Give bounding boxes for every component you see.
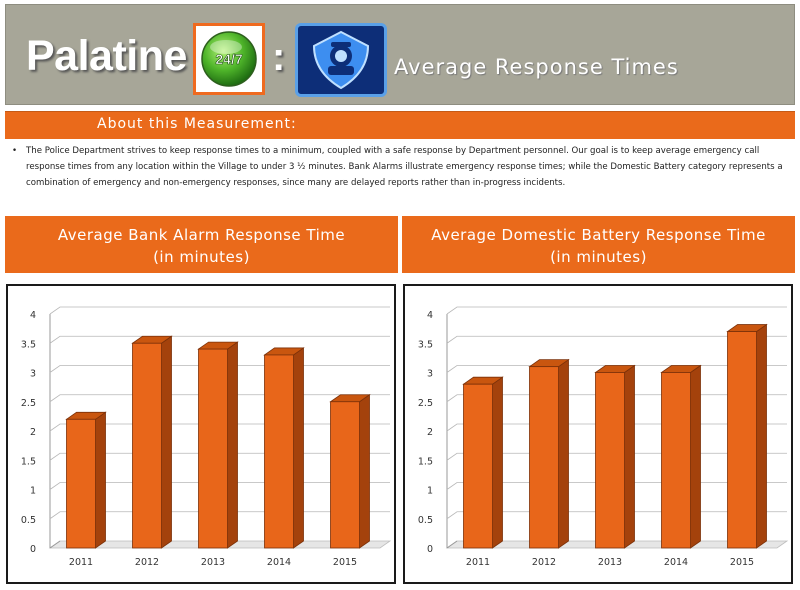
y-tick-label: 1.5 xyxy=(418,456,433,467)
header-banner: Palatine 24/7 : Average Response Times xyxy=(5,4,795,105)
y-tick-label: 4 xyxy=(30,310,36,321)
x-tick-label: 2014 xyxy=(267,557,291,568)
gridline xyxy=(49,306,390,315)
y-tick-label: 1 xyxy=(30,486,36,497)
about-section-bar: About this Measurement: xyxy=(5,111,795,139)
title-separator: : xyxy=(272,35,286,79)
y-tick-label: 0.5 xyxy=(21,515,36,526)
x-tick-label: 2012 xyxy=(135,557,159,568)
x-tick-label: 2015 xyxy=(730,557,754,568)
gridline xyxy=(446,306,787,315)
x-tick-label: 2013 xyxy=(598,557,622,568)
domestic-battery-chart: 0 0.5 1 1.5 2 2.5 3 3.5 4 2011 2012 2013 2014 2015 xyxy=(418,306,789,568)
y-tick-label: 2.5 xyxy=(21,398,36,409)
y-tick-label: 3.5 xyxy=(418,339,433,350)
y-tick-label: 2 xyxy=(427,427,433,438)
bar-side xyxy=(690,364,701,549)
y-tick-label: 1.5 xyxy=(21,456,36,467)
x-tick-label: 2015 xyxy=(333,557,357,568)
y-axis-depth-line xyxy=(446,540,458,549)
bar xyxy=(132,342,162,549)
bar-side xyxy=(756,323,767,549)
bar-side xyxy=(558,358,569,549)
y-tick-label: 4 xyxy=(427,310,433,321)
y-tick-label: 1 xyxy=(427,486,433,497)
bar-side xyxy=(227,341,238,549)
bank-alarm-chart: 0 0.5 1 1.5 2 2.5 3 3.5 4 2011 2012 2013 2014 2015 xyxy=(21,306,392,568)
y-tick-label: 0 xyxy=(427,544,433,555)
bar-side xyxy=(492,376,503,549)
bar-side xyxy=(359,393,370,549)
bar xyxy=(727,331,757,549)
y-tick-label: 3 xyxy=(427,369,433,380)
bar-side xyxy=(293,347,304,549)
y-tick-label: 0 xyxy=(30,544,36,555)
bullet-marker: • xyxy=(12,146,18,156)
chart-title-domestic-battery: Average Domestic Battery Response Time xyxy=(431,226,766,244)
bar xyxy=(264,354,294,549)
x-tick-label: 2012 xyxy=(532,557,556,568)
bar xyxy=(330,401,360,549)
about-title: About this Measurement: xyxy=(97,116,297,132)
chart-panel-domestic-battery: 0 0.5 1 1.5 2 2.5 3 3.5 4 2011 2012 2013 2014 2015 xyxy=(403,284,793,584)
police-badge-icon xyxy=(295,23,387,97)
bar xyxy=(198,348,228,549)
bar xyxy=(66,418,96,549)
about-body-text: The Police Department strives to keep re… xyxy=(26,146,783,188)
chart-subtitle-bank-alarm: (in minutes) xyxy=(153,248,250,266)
chart-title-band-domestic-battery: Average Domestic Battery Response Time (… xyxy=(402,216,795,273)
x-tick-label: 2013 xyxy=(201,557,225,568)
bar xyxy=(463,383,493,549)
bar xyxy=(529,366,559,549)
page-title: Palatine xyxy=(26,32,187,80)
bar xyxy=(661,372,691,549)
chart-title-bank-alarm: Average Bank Alarm Response Time xyxy=(57,226,346,244)
y-tick-label: 2 xyxy=(30,427,36,438)
y-tick-label: 3 xyxy=(30,369,36,380)
y-axis-depth-line xyxy=(49,540,61,549)
y-tick-label: 2.5 xyxy=(418,398,433,409)
y-tick-label: 0.5 xyxy=(418,515,433,526)
gridline xyxy=(446,335,787,344)
badge-247-text: 24/7 xyxy=(215,51,242,67)
x-tick-label: 2014 xyxy=(664,557,688,568)
bar xyxy=(595,372,625,549)
chart-panel-bank-alarm: 0 0.5 1 1.5 2 2.5 3 3.5 4 2011 2012 2013 2014 2015 xyxy=(6,284,396,584)
page-subtitle: Average Response Times xyxy=(394,55,679,79)
about-description: • The Police Department strives to keep … xyxy=(12,143,792,191)
chart-title-band-bank-alarm: Average Bank Alarm Response Time (in min… xyxy=(5,216,398,273)
x-tick-label: 2011 xyxy=(69,557,93,568)
bar-side xyxy=(95,411,106,549)
gridline xyxy=(49,335,390,344)
chart-subtitle-domestic-battery: (in minutes) xyxy=(550,248,647,266)
x-tick-label: 2011 xyxy=(466,557,490,568)
badge-24-7-icon: 24/7 xyxy=(193,23,265,95)
bar-side xyxy=(624,364,635,549)
y-tick-label: 3.5 xyxy=(21,339,36,350)
bar-side xyxy=(161,335,172,549)
